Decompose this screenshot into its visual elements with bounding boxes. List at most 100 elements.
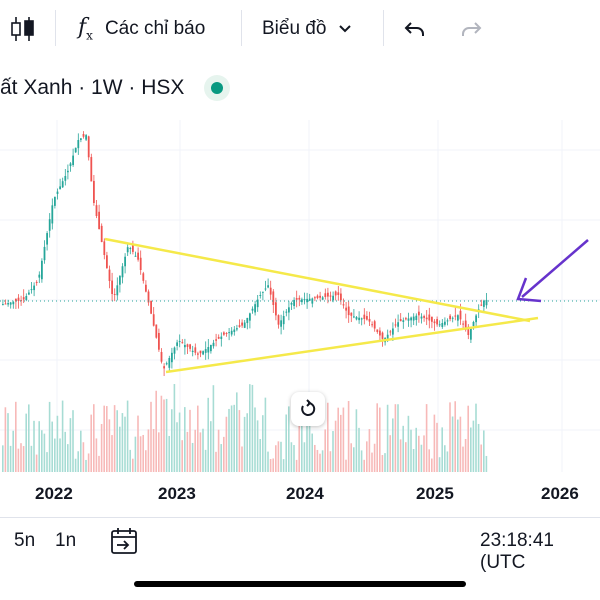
candle-body (160, 352, 163, 362)
range-5n-button[interactable]: 5n (14, 530, 36, 551)
volume-bar (139, 436, 142, 472)
candlestick-series (2, 131, 488, 376)
volume-bar (412, 449, 415, 472)
volume-bar (251, 384, 254, 472)
reset-icon (301, 399, 316, 416)
volume-bar (51, 421, 53, 472)
redo-icon[interactable] (459, 0, 483, 58)
candle-body (267, 285, 269, 288)
volume-bar (106, 406, 108, 472)
volume-bar (425, 404, 428, 472)
volume-bar (379, 407, 381, 472)
volume-bar (9, 445, 12, 472)
volume-bar (332, 431, 334, 472)
candle-body (4, 303, 7, 305)
candle-body (353, 316, 355, 318)
volume-bar (389, 435, 391, 472)
chart-type-button[interactable]: Biểu đồ (262, 0, 352, 58)
candle-body (444, 321, 446, 325)
candle-body (228, 332, 230, 334)
candle-body (137, 252, 139, 260)
reset-chart-button[interactable] (291, 392, 325, 426)
candle-body (355, 317, 358, 320)
volume-bar (217, 429, 220, 472)
candle-body (181, 342, 184, 344)
volume-bar (454, 401, 456, 472)
volume-bar (327, 402, 329, 472)
price-chart[interactable] (0, 58, 600, 478)
candle-body (314, 297, 316, 299)
volume-bar (376, 403, 378, 472)
clock-timezone[interactable]: 23:18:41 (UTC (480, 530, 554, 573)
volume-bar (46, 452, 48, 472)
range-1n-button[interactable]: 1n (55, 530, 77, 551)
candle-body (285, 311, 288, 313)
volume-bar (355, 409, 358, 472)
candle-body (129, 248, 132, 249)
candle-body (163, 366, 165, 369)
volume-bar (145, 450, 147, 472)
volume-bar (158, 432, 160, 472)
go-to-date-icon[interactable] (108, 526, 140, 562)
volume-bar (74, 458, 77, 472)
candle-body (280, 320, 282, 327)
bottom-divider (0, 517, 600, 518)
candle-body (243, 322, 246, 328)
volume-bar (82, 442, 85, 472)
candle-body (189, 344, 191, 349)
candle-body (290, 303, 293, 305)
candle-body (397, 322, 399, 327)
volume-bar (126, 400, 129, 472)
volume-bar (290, 442, 293, 472)
volume-bar (212, 385, 215, 472)
candle-body (207, 347, 210, 353)
candle-body (376, 329, 379, 332)
candle-body (100, 225, 103, 242)
volume-bar (2, 445, 4, 472)
volume-bar (67, 444, 69, 472)
candle-body (176, 342, 178, 346)
candle-body (470, 328, 472, 340)
volume-bar (241, 446, 243, 472)
candle-body (457, 315, 459, 321)
candle-body (298, 297, 301, 300)
candle-body (475, 315, 477, 323)
candlestick-icon[interactable] (10, 0, 36, 58)
volume-bar (480, 444, 482, 472)
volume-bar (347, 400, 350, 472)
volume-bar (428, 449, 430, 472)
volume-bar (381, 455, 384, 472)
volume-bar (28, 404, 30, 472)
candle-body (126, 247, 129, 253)
toolbar-divider (241, 10, 242, 46)
volume-bar (483, 430, 485, 472)
candle-body (436, 319, 438, 325)
volume-bar (399, 439, 402, 472)
candle-body (288, 307, 290, 313)
candle-body (332, 295, 334, 301)
candle-body (423, 316, 425, 318)
candle-body (124, 256, 126, 267)
volume-bar (358, 427, 360, 472)
candle-body (178, 341, 181, 343)
volume-bar (129, 449, 131, 472)
candle-body (301, 299, 303, 303)
volume-bar (64, 431, 66, 472)
volume-bar (475, 403, 477, 472)
candle-body (399, 319, 402, 322)
volume-bar (467, 405, 469, 472)
candle-body (319, 295, 321, 298)
volume-bar (269, 458, 272, 472)
volume-bar (223, 436, 225, 472)
undo-icon[interactable] (403, 0, 427, 58)
candle-body (61, 181, 64, 188)
candle-body (20, 300, 22, 302)
volume-bar (230, 405, 233, 472)
candle-body (254, 304, 256, 313)
candle-body (51, 205, 54, 224)
symbol-title-row[interactable]: ất Xanh · 1W · HSX (0, 68, 231, 108)
indicators-button[interactable]: fx Các chỉ báo (78, 0, 205, 58)
volume-bar (243, 416, 246, 472)
candle-body (418, 311, 420, 316)
candle-body (230, 330, 233, 335)
